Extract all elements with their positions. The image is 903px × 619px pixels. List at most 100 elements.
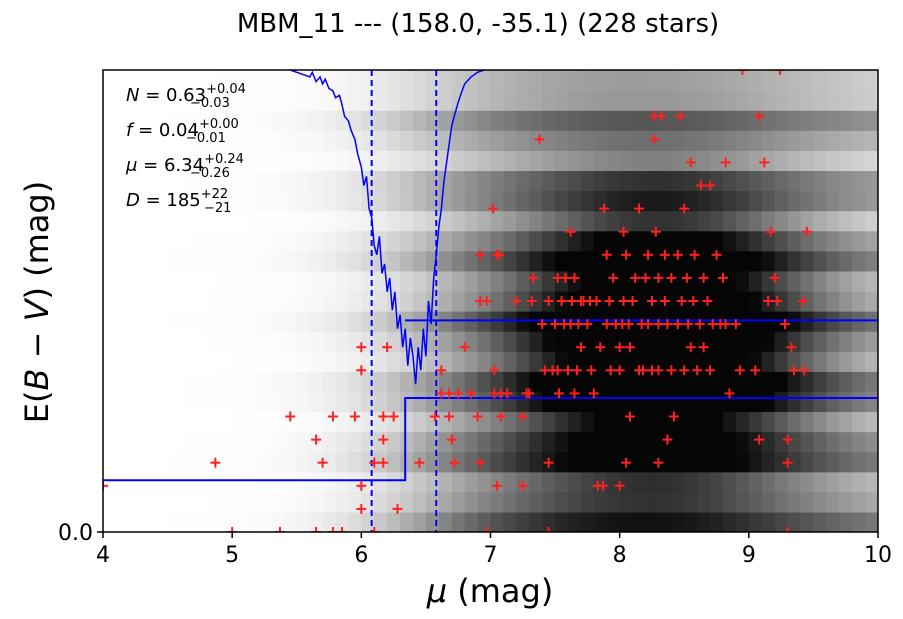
- density-cell: [839, 70, 853, 91]
- density-cell: [167, 290, 182, 312]
- annotation-mu: μ = 6.34+0.24 −0.26: [125, 152, 244, 181]
- density-cell: [710, 210, 724, 232]
- density-cell: [761, 90, 776, 111]
- density-cell: [658, 270, 672, 292]
- star-marker: [759, 157, 770, 168]
- density-cell: [438, 331, 453, 352]
- density-cell: [245, 170, 259, 192]
- density-cell: [826, 471, 840, 493]
- density-cell: [270, 411, 285, 433]
- star-marker: [672, 319, 683, 330]
- density-cell: [438, 150, 453, 172]
- density-cell: [477, 110, 492, 131]
- density-cell: [219, 471, 233, 493]
- density-cell: [723, 391, 737, 413]
- density-cell: [193, 290, 207, 312]
- density-cell: [451, 331, 466, 352]
- density-cell: [154, 351, 169, 372]
- density-cell: [425, 451, 440, 473]
- density-cell: [723, 451, 737, 473]
- star-marker: [799, 365, 810, 376]
- density-cell: [723, 130, 737, 151]
- density-cell: [748, 130, 763, 151]
- density-cell: [464, 90, 479, 111]
- density-cell: [839, 391, 853, 413]
- density-cell: [400, 290, 414, 312]
- density-cell: [219, 290, 233, 312]
- density-cell: [542, 250, 556, 272]
- annotation-mu-value: 6.34: [164, 155, 204, 176]
- density-cell: [865, 391, 878, 413]
- density-cell: [115, 250, 130, 272]
- x-tick-label: 7: [484, 543, 498, 568]
- density-cell: [180, 471, 195, 493]
- density-cell: [580, 150, 595, 172]
- density-cell: [219, 411, 233, 433]
- density-cell: [568, 491, 582, 513]
- density-cell: [580, 190, 595, 212]
- star-marker: [666, 365, 677, 376]
- density-cell: [852, 451, 866, 473]
- density-cell: [529, 471, 543, 493]
- density-cell: [258, 451, 272, 473]
- density-cell: [167, 311, 182, 332]
- star-marker: [444, 388, 455, 399]
- density-cell: [619, 471, 634, 493]
- density-cell: [580, 230, 595, 252]
- density-cell: [361, 250, 375, 272]
- density-cell: [413, 210, 427, 232]
- density-cell: [103, 391, 117, 413]
- star-marker: [640, 272, 651, 283]
- density-cell: [219, 391, 233, 413]
- density-cell: [632, 511, 647, 532]
- density-cell: [103, 411, 117, 433]
- density-cell: [542, 471, 556, 493]
- density-cell: [400, 230, 414, 252]
- density-cell: [710, 70, 724, 91]
- density-cell: [193, 471, 207, 493]
- density-cell: [477, 351, 492, 372]
- density-cell: [529, 411, 543, 433]
- density-cell: [167, 190, 182, 212]
- density-cell: [374, 431, 388, 453]
- density-cell: [283, 150, 298, 172]
- density-cell: [425, 331, 440, 352]
- density-cell: [787, 250, 802, 272]
- density-cell: [464, 230, 479, 252]
- density-cell: [542, 90, 556, 111]
- density-cell: [425, 250, 440, 272]
- density-cell: [154, 250, 169, 272]
- density-cell: [270, 150, 285, 172]
- density-cell: [193, 190, 207, 212]
- star-marker: [679, 365, 690, 376]
- density-cell: [697, 110, 711, 131]
- x-axis-label-symbol: μ: [426, 572, 447, 610]
- density-cell: [141, 190, 156, 212]
- density-cell: [839, 411, 853, 433]
- density-cell: [141, 270, 156, 292]
- density-cell: [451, 290, 466, 312]
- density-cell: [115, 451, 130, 473]
- density-cell: [245, 451, 259, 473]
- density-cell: [154, 451, 169, 473]
- star-marker: [798, 296, 809, 306]
- density-cell: [774, 431, 789, 453]
- density-cell: [826, 130, 840, 151]
- density-cell: [451, 491, 466, 513]
- density-cell: [206, 311, 220, 332]
- density-cell: [619, 511, 634, 532]
- density-cell: [348, 290, 362, 312]
- density-cell: [322, 411, 337, 433]
- density-cell: [322, 150, 337, 172]
- density-cell: [632, 210, 647, 232]
- density-cell: [193, 130, 207, 151]
- star-marker: [656, 111, 666, 122]
- density-cell: [813, 270, 827, 292]
- density-cell: [632, 331, 647, 352]
- density-cell: [723, 90, 737, 111]
- density-cell: [451, 210, 466, 232]
- density-cell: [606, 250, 621, 272]
- density-cell: [787, 471, 802, 493]
- star-marker: [666, 272, 677, 283]
- density-cell: [128, 451, 143, 473]
